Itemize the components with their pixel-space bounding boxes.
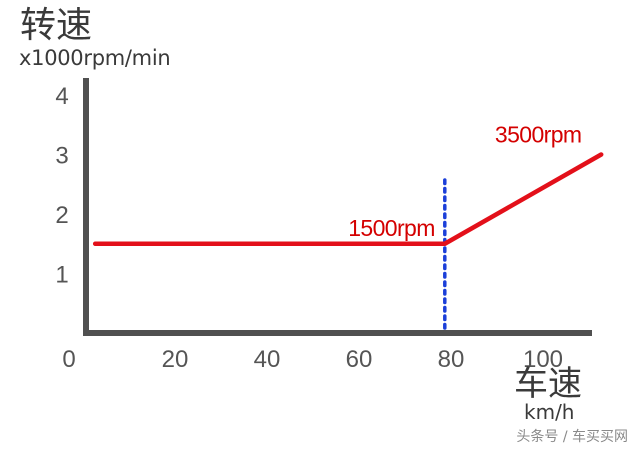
x-tick-label: 40 bbox=[254, 346, 281, 373]
y-tick-label: 3 bbox=[55, 143, 68, 170]
axes bbox=[83, 78, 592, 336]
x-axis-title: 车速 bbox=[514, 364, 582, 404]
y-tick-label: 4 bbox=[55, 83, 68, 110]
annotation-label: 3500rpm bbox=[495, 122, 582, 148]
x-tick-labels: 0 20 40 60 80 100 bbox=[62, 346, 563, 373]
x-tick-label: 100 bbox=[523, 346, 563, 373]
annotation-label: 1500rpm bbox=[348, 215, 435, 241]
y-tick-label: 2 bbox=[55, 202, 68, 229]
x-tick-label: 80 bbox=[438, 346, 465, 373]
x-axis-unit: km/h bbox=[524, 400, 575, 424]
series-lines bbox=[92, 152, 604, 246]
y-tick-labels: 1 2 3 4 bbox=[55, 83, 68, 289]
annotations: 1500rpm 3500rpm bbox=[348, 122, 582, 241]
y-axis-title: 转速 bbox=[20, 5, 93, 46]
y-tick-label: 1 bbox=[55, 262, 68, 289]
y-axis-unit: x1000rpm/min bbox=[19, 46, 171, 70]
x-tick-label: 20 bbox=[162, 346, 189, 373]
series-line bbox=[92, 152, 604, 246]
x-tick-label: 60 bbox=[346, 346, 373, 373]
x-tick-label: 0 bbox=[62, 346, 75, 373]
watermark: 头条号 / 车买买网 bbox=[516, 429, 628, 445]
